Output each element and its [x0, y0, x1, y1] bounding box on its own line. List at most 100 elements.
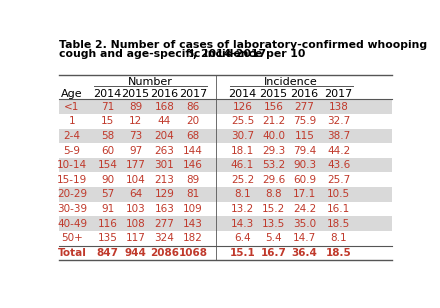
Text: 143: 143 [183, 219, 203, 229]
Text: 73: 73 [129, 131, 142, 141]
Bar [59, 158, 392, 172]
Text: 8.1: 8.1 [330, 233, 347, 243]
Text: 64: 64 [129, 189, 142, 199]
Text: 2014: 2014 [94, 89, 122, 99]
Text: 135: 135 [98, 233, 117, 243]
Text: 81: 81 [186, 189, 200, 199]
Text: 15.1: 15.1 [230, 248, 256, 258]
Text: 25.7: 25.7 [327, 175, 350, 185]
Text: 146: 146 [183, 160, 203, 170]
Text: 108: 108 [126, 219, 146, 229]
Text: 25.2: 25.2 [231, 175, 254, 185]
Text: Number: Number [128, 77, 173, 87]
Text: 13.5: 13.5 [262, 219, 285, 229]
Text: 89: 89 [129, 102, 142, 111]
Text: 60: 60 [101, 146, 114, 156]
Text: 86: 86 [186, 102, 200, 111]
Text: 20-29: 20-29 [57, 189, 87, 199]
Text: 109: 109 [183, 204, 203, 214]
Text: 177: 177 [126, 160, 146, 170]
Text: 5-9: 5-9 [63, 146, 81, 156]
Text: 18.5: 18.5 [326, 248, 352, 258]
Text: 58: 58 [101, 131, 114, 141]
Text: 18.5: 18.5 [327, 219, 350, 229]
Text: 12: 12 [129, 116, 142, 126]
Text: 14.7: 14.7 [293, 233, 316, 243]
Text: 46.1: 46.1 [231, 160, 254, 170]
Text: 2015: 2015 [121, 89, 150, 99]
Text: 182: 182 [183, 233, 203, 243]
Text: 2015: 2015 [260, 89, 288, 99]
Text: Incidence: Incidence [264, 77, 318, 87]
Text: 17.1: 17.1 [293, 189, 316, 199]
Text: 8.8: 8.8 [265, 189, 282, 199]
Text: 50+: 50+ [61, 233, 83, 243]
Text: 57: 57 [101, 189, 114, 199]
Bar [59, 99, 392, 114]
Text: 10.5: 10.5 [327, 189, 350, 199]
Text: 1: 1 [69, 116, 75, 126]
Text: 29.3: 29.3 [262, 146, 285, 156]
Text: 30-39: 30-39 [57, 204, 87, 214]
Text: 117: 117 [126, 233, 146, 243]
Text: 18.1: 18.1 [231, 146, 254, 156]
Text: 10-14: 10-14 [57, 160, 87, 170]
Text: 2016: 2016 [290, 89, 319, 99]
Text: 144: 144 [183, 146, 203, 156]
Text: 15-19: 15-19 [57, 175, 87, 185]
Text: 53.2: 53.2 [262, 160, 285, 170]
Text: Age: Age [61, 89, 83, 99]
Text: 44: 44 [158, 116, 171, 126]
Text: 2086: 2086 [150, 248, 179, 258]
Text: 126: 126 [233, 102, 253, 111]
Text: , 2014-2017: , 2014-2017 [193, 48, 266, 59]
Text: 14.3: 14.3 [231, 219, 254, 229]
Text: 38.7: 38.7 [327, 131, 350, 141]
Text: 104: 104 [126, 175, 146, 185]
Text: 301: 301 [154, 160, 174, 170]
Text: 138: 138 [329, 102, 348, 111]
Text: cough and age-specific incidence per 10: cough and age-specific incidence per 10 [59, 48, 305, 59]
Text: 40-49: 40-49 [57, 219, 87, 229]
Text: 21.2: 21.2 [262, 116, 285, 126]
Text: 6.4: 6.4 [234, 233, 251, 243]
Text: 2016: 2016 [150, 89, 178, 99]
Text: 20: 20 [187, 116, 199, 126]
Text: 103: 103 [126, 204, 146, 214]
Text: 324: 324 [154, 233, 174, 243]
Text: 263: 263 [154, 146, 174, 156]
Text: 71: 71 [101, 102, 114, 111]
Text: 213: 213 [154, 175, 174, 185]
Bar [59, 128, 392, 143]
Text: 36.4: 36.4 [292, 248, 318, 258]
Text: 97: 97 [129, 146, 142, 156]
Text: 1068: 1068 [179, 248, 207, 258]
Text: 5.4: 5.4 [265, 233, 282, 243]
Text: 90.3: 90.3 [293, 160, 316, 170]
Text: 16.1: 16.1 [327, 204, 350, 214]
Text: 60.9: 60.9 [293, 175, 316, 185]
Text: 13.2: 13.2 [231, 204, 254, 214]
Text: 129: 129 [154, 189, 174, 199]
Text: 168: 168 [154, 102, 174, 111]
Text: 2-4: 2-4 [63, 131, 81, 141]
Text: 277: 277 [295, 102, 315, 111]
Text: 44.2: 44.2 [327, 146, 350, 156]
Text: 16.7: 16.7 [260, 248, 286, 258]
Text: 847: 847 [97, 248, 119, 258]
Text: 163: 163 [154, 204, 174, 214]
Text: 277: 277 [154, 219, 174, 229]
Text: 2017: 2017 [325, 89, 353, 99]
Text: 115: 115 [295, 131, 315, 141]
Text: 204: 204 [154, 131, 174, 141]
Text: 156: 156 [264, 102, 283, 111]
Text: Table 2. Number of cases of laboratory-confirmed whooping: Table 2. Number of cases of laboratory-c… [59, 40, 427, 50]
Text: 15: 15 [101, 116, 114, 126]
Text: 40.0: 40.0 [262, 131, 285, 141]
Text: 43.6: 43.6 [327, 160, 350, 170]
Text: 24.2: 24.2 [293, 204, 316, 214]
Text: 5: 5 [188, 50, 193, 59]
Text: Total: Total [58, 248, 87, 258]
Text: 75.9: 75.9 [293, 116, 316, 126]
Text: 2014: 2014 [228, 89, 257, 99]
